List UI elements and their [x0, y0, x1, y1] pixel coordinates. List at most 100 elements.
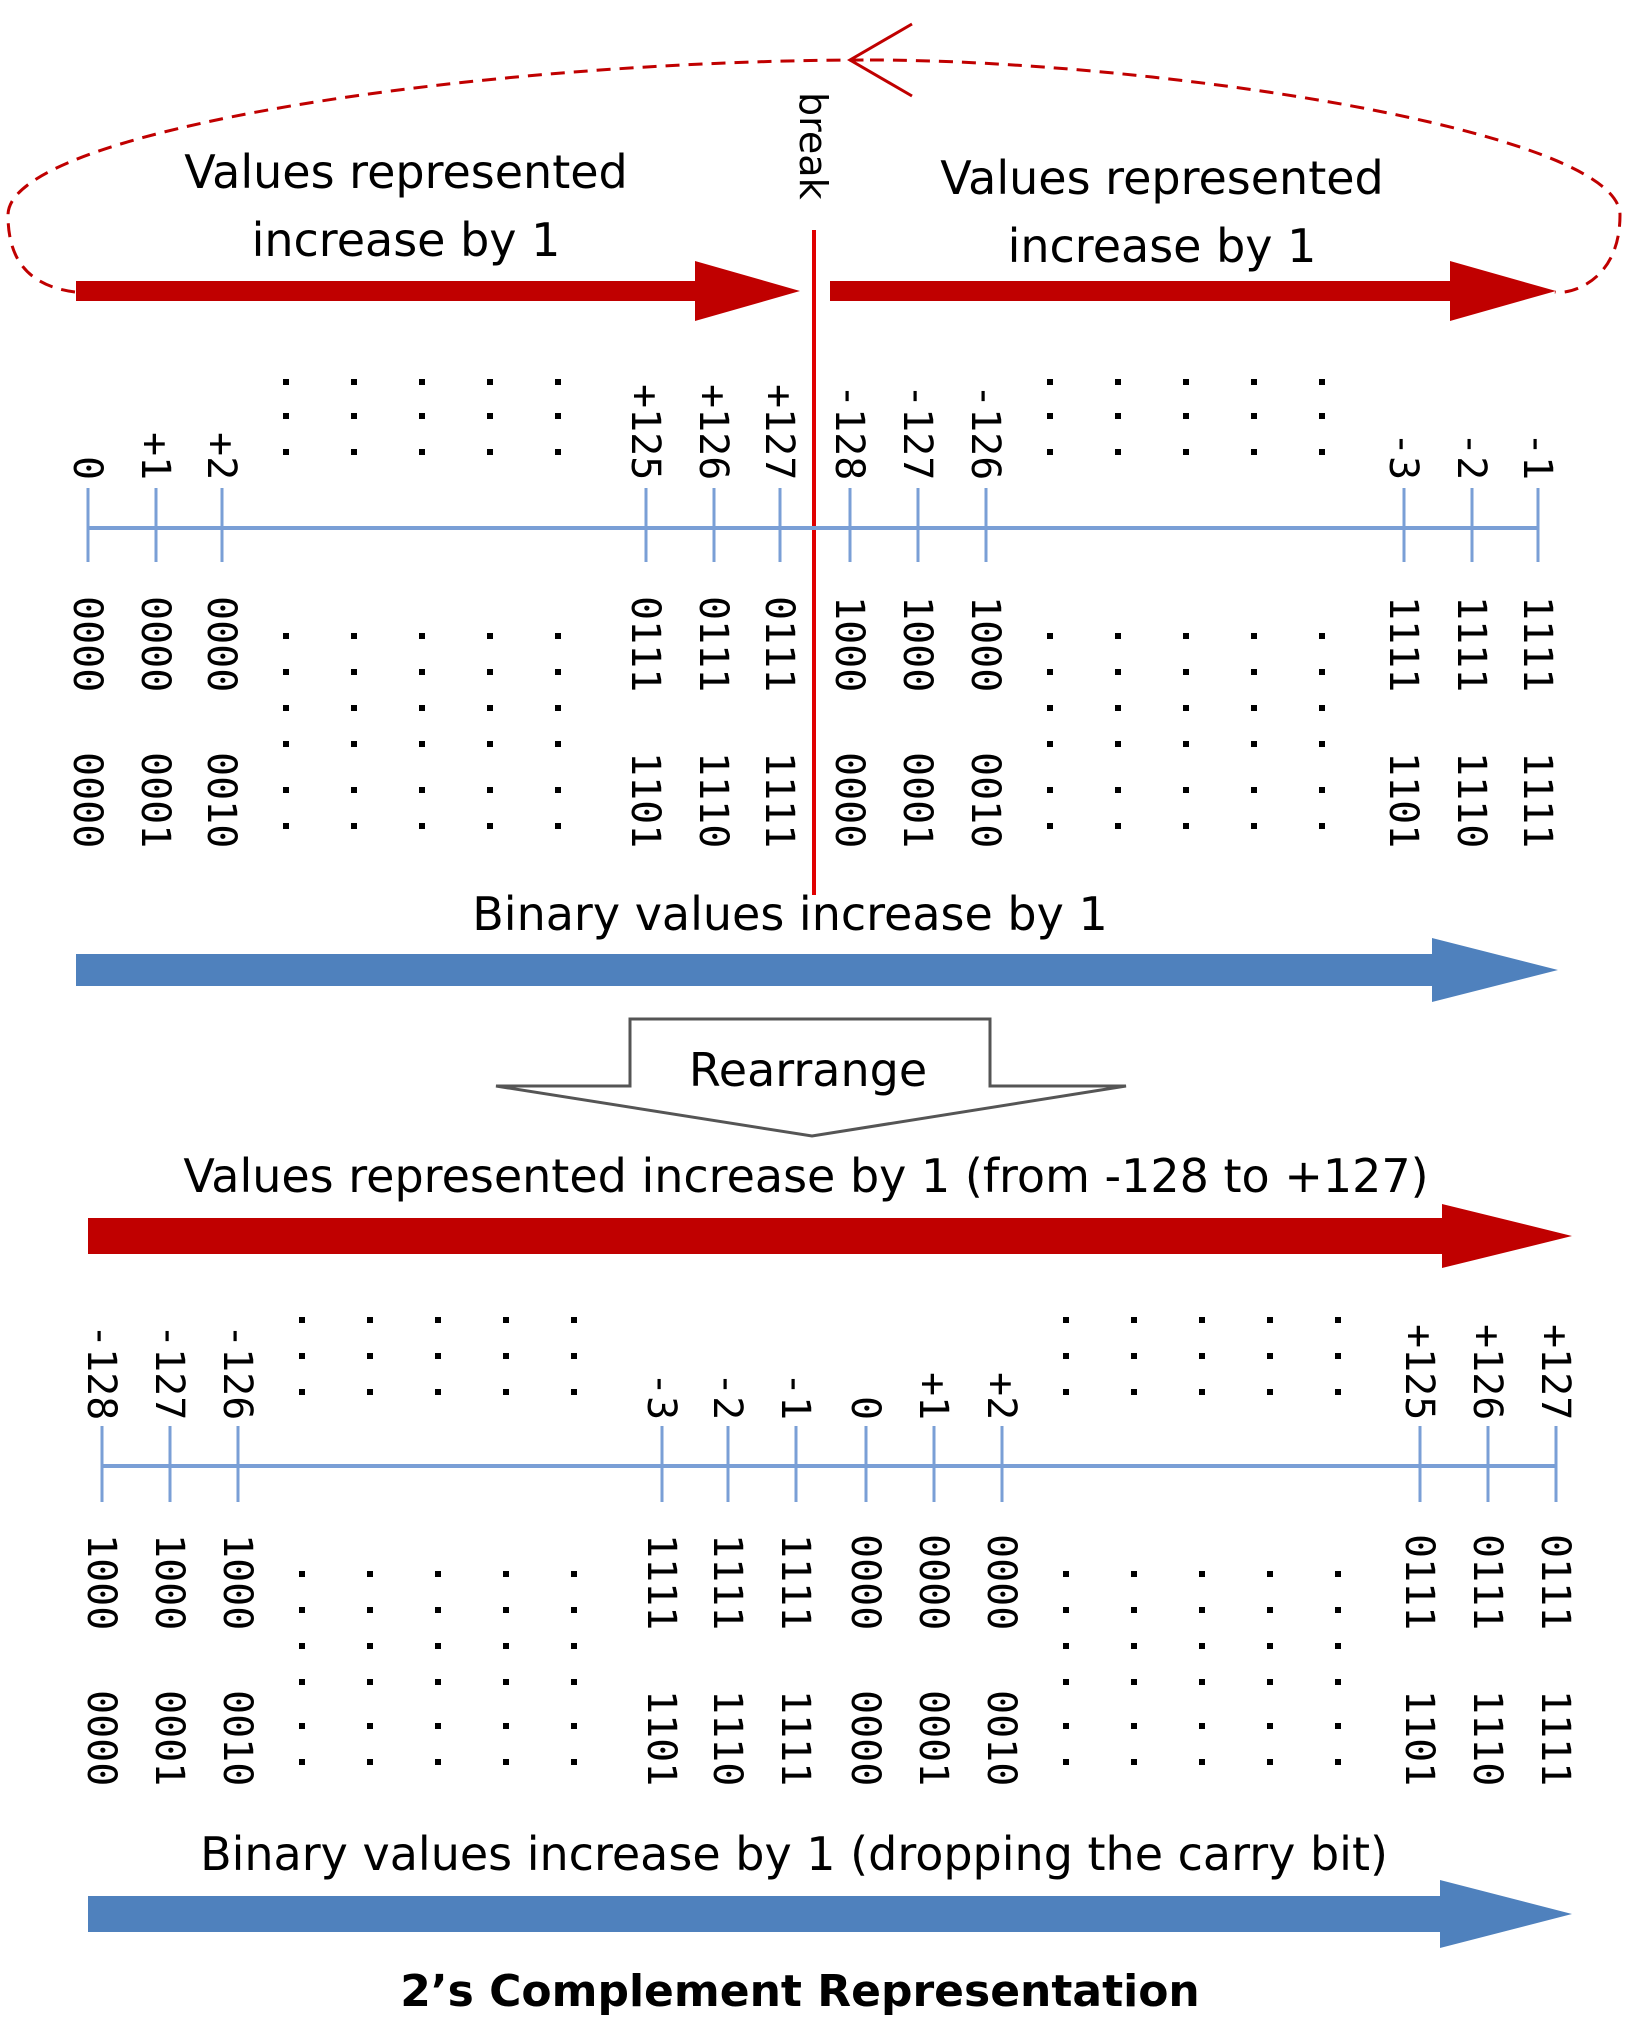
- ellipsis-dot: [351, 787, 357, 793]
- ellipsis-dot: [1115, 379, 1121, 385]
- binary-high-nibble: 0000: [198, 596, 244, 692]
- tick-value-label: -2: [704, 1372, 750, 1420]
- binary-high-nibble: 1111: [1514, 596, 1560, 692]
- ellipsis-dot: [1335, 1723, 1341, 1729]
- binary-high-nibble: 1000: [826, 596, 872, 692]
- binary-high-nibble: 0111: [690, 596, 736, 692]
- ellipsis-dot: [1047, 413, 1053, 419]
- ellipsis-dot: [487, 669, 493, 675]
- ellipsis-dot: [1319, 705, 1325, 711]
- binary-high-nibble: 0000: [910, 1534, 956, 1630]
- ellipsis-dot: [1267, 1759, 1273, 1765]
- ellipsis-dot: [1251, 379, 1257, 385]
- ellipsis-dot: [435, 1679, 441, 1685]
- top-right-red-arrow: [830, 261, 1556, 321]
- ellipsis-dot: [367, 1571, 373, 1577]
- binary-high-nibble: 0000: [64, 596, 110, 692]
- binary-low-nibble: 1111: [756, 752, 802, 848]
- ellipsis-dot: [1047, 669, 1053, 675]
- ellipsis-dot: [1199, 1353, 1205, 1359]
- binary-high-nibble: 0111: [1396, 1534, 1442, 1630]
- ellipsis-dot: [351, 741, 357, 747]
- ellipsis-dot: [351, 705, 357, 711]
- bottom-values-label: Values represented increase by 1 (from -…: [183, 1149, 1428, 1203]
- ellipsis-dot: [1183, 449, 1189, 455]
- wraparound-dashed-arc: [6, 58, 1622, 294]
- binary-low-nibble: 1111: [1532, 1690, 1578, 1786]
- tick-value-label: +127: [1532, 1324, 1578, 1420]
- ellipsis-dot: [419, 633, 425, 639]
- ellipsis-dot: [1335, 1317, 1341, 1323]
- ellipsis-dot: [1131, 1723, 1137, 1729]
- ellipsis-dot: [1131, 1607, 1137, 1613]
- ellipsis-dot: [299, 1643, 305, 1649]
- tick-value-label: -2: [1448, 432, 1494, 480]
- ellipsis-dot: [571, 1643, 577, 1649]
- ellipsis-dot: [1047, 379, 1053, 385]
- ellipsis-dot: [435, 1607, 441, 1613]
- ellipsis-dot: [1199, 1759, 1205, 1765]
- ellipsis-dot: [571, 1759, 577, 1765]
- tick-value-label: +1: [132, 432, 178, 480]
- ellipsis-dot: [1335, 1643, 1341, 1649]
- binary-high-nibble: 1111: [1380, 596, 1426, 692]
- ellipsis-dot: [555, 669, 561, 675]
- ellipsis-dot: [1047, 823, 1053, 829]
- ellipsis-dot: [283, 741, 289, 747]
- top-right-label-line2: increase by 1: [1008, 219, 1317, 273]
- ellipsis-dot: [487, 705, 493, 711]
- ellipsis-dot: [503, 1389, 509, 1395]
- bottom-tick-group: -128 1000 0000 -127 1000 0001 -126 1000 0010 -3 11…: [78, 1324, 1578, 1786]
- diagram-title: 2’s Complement Representation: [400, 1966, 1200, 2017]
- ellipsis-dot: [1047, 787, 1053, 793]
- ellipsis-dot: [1183, 823, 1189, 829]
- ellipsis-dot: [1115, 633, 1121, 639]
- ellipsis-dot: [1131, 1571, 1137, 1577]
- ellipsis-dot: [1335, 1571, 1341, 1577]
- ellipsis-dot: [1199, 1723, 1205, 1729]
- binary-low-nibble: 0000: [842, 1690, 888, 1786]
- ellipsis-dot: [1063, 1643, 1069, 1649]
- ellipsis-dot: [487, 633, 493, 639]
- ellipsis-dot: [283, 823, 289, 829]
- ellipsis-dot: [1251, 449, 1257, 455]
- binary-low-nibble: 1110: [1448, 752, 1494, 848]
- ellipsis-dot: [503, 1317, 509, 1323]
- ellipsis-dot: [299, 1571, 305, 1577]
- tick-value-label: +125: [1396, 1324, 1442, 1420]
- binary-high-nibble: 1111: [1448, 596, 1494, 692]
- ellipsis-dot: [367, 1317, 373, 1323]
- binary-high-nibble: 0000: [978, 1534, 1024, 1630]
- ellipsis-dot: [503, 1353, 509, 1359]
- ellipsis-dot: [1131, 1679, 1137, 1685]
- ellipsis-dot: [283, 379, 289, 385]
- ellipsis-dot: [487, 379, 493, 385]
- tick-value-label: -128: [78, 1324, 124, 1420]
- ellipsis-dot: [1183, 705, 1189, 711]
- tick-value-label: -3: [638, 1372, 684, 1420]
- ellipsis-dot: [299, 1679, 305, 1685]
- binary-low-nibble: 1101: [622, 752, 668, 848]
- ellipsis-dot: [1115, 669, 1121, 675]
- ellipsis-dot: [1115, 705, 1121, 711]
- ellipsis-dot: [1319, 449, 1325, 455]
- ellipsis-dot: [1063, 1723, 1069, 1729]
- ellipsis-dot: [571, 1607, 577, 1613]
- ellipsis-dot: [419, 787, 425, 793]
- ellipsis-dot: [1319, 787, 1325, 793]
- ellipsis-dot: [419, 379, 425, 385]
- binary-high-nibble: 1000: [962, 596, 1008, 692]
- ellipsis-dot: [1251, 413, 1257, 419]
- ellipsis-dot: [435, 1317, 441, 1323]
- ellipsis-dot: [571, 1389, 577, 1395]
- ellipsis-dot: [1319, 823, 1325, 829]
- ellipsis-dot: [1063, 1353, 1069, 1359]
- ellipsis-dot: [1047, 741, 1053, 747]
- ellipsis-dot: [1251, 705, 1257, 711]
- binary-low-nibble: 0010: [214, 1690, 260, 1786]
- binary-low-nibble: 0001: [894, 752, 940, 848]
- ellipsis-dot: [1319, 379, 1325, 385]
- binary-high-nibble: 1000: [214, 1534, 260, 1630]
- ellipsis-dot: [1335, 1759, 1341, 1765]
